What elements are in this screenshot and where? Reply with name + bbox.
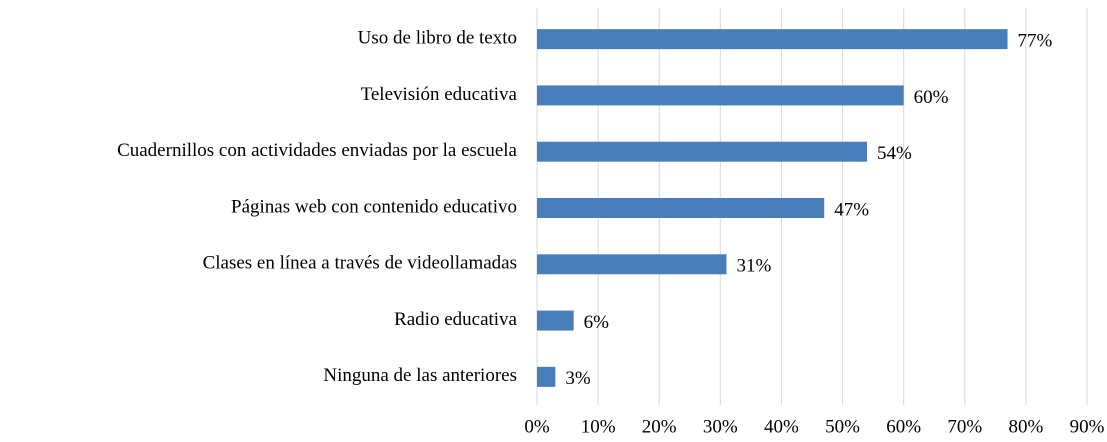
x-tick-label: 60% <box>886 416 921 437</box>
x-tick-label: 80% <box>1008 416 1043 437</box>
bar <box>537 85 904 106</box>
x-tick-label: 30% <box>703 416 738 437</box>
x-tick-label: 50% <box>825 416 860 437</box>
x-tick-label: 70% <box>947 416 982 437</box>
y-tick-label: Uso de libro de texto <box>358 28 517 49</box>
bar <box>537 29 1008 50</box>
value-label: 31% <box>736 256 771 277</box>
value-label: 77% <box>1018 31 1053 52</box>
bar <box>537 310 574 331</box>
y-tick-label: Páginas web con contenido educativo <box>231 196 517 217</box>
y-tick-label: Clases en línea a través de videollamada… <box>203 253 517 274</box>
x-tick-label: 90% <box>1070 416 1105 437</box>
bar <box>537 254 727 275</box>
bar <box>537 366 556 387</box>
value-label: 3% <box>565 368 591 389</box>
value-label: 47% <box>834 199 869 220</box>
y-tick-label: Cuadernillos con actividades enviadas po… <box>117 140 517 161</box>
y-tick-label: Ninguna de las anteriores <box>323 365 517 386</box>
value-label: 6% <box>584 312 610 333</box>
x-tick-label: 0% <box>524 416 550 437</box>
y-tick-label: Televisión educativa <box>361 84 518 105</box>
value-label: 60% <box>914 87 949 108</box>
x-tick-label: 20% <box>642 416 677 437</box>
bar <box>537 141 867 162</box>
x-tick-label: 40% <box>764 416 799 437</box>
y-tick-label: Radio educativa <box>394 309 517 330</box>
bar <box>537 198 825 218</box>
value-label: 54% <box>877 143 912 164</box>
x-tick-label: 10% <box>581 416 616 437</box>
